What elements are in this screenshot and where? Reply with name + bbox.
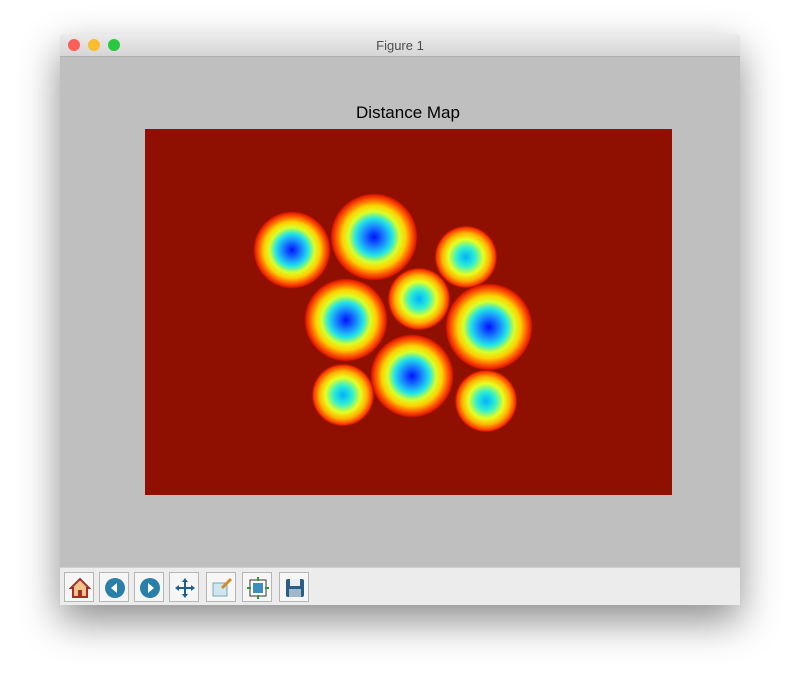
close-button[interactable] (68, 39, 80, 51)
title-bar: Figure 1 (60, 34, 740, 57)
back-button[interactable] (99, 572, 129, 602)
pan-button[interactable] (169, 572, 199, 602)
blob (454, 369, 518, 433)
blob (304, 278, 388, 362)
blob (253, 211, 331, 289)
figure-canvas: Distance Map (145, 103, 672, 495)
save-button[interactable] (279, 572, 309, 602)
zoom-rect-button[interactable] (206, 572, 236, 602)
home-button[interactable] (64, 572, 94, 602)
toolbar (60, 567, 740, 605)
window-title: Figure 1 (376, 38, 424, 53)
blob (387, 267, 451, 331)
blob (370, 334, 454, 418)
blob (445, 283, 533, 371)
blob (330, 193, 418, 281)
figure-title: Distance Map (356, 103, 460, 122)
zoom-button[interactable] (108, 39, 120, 51)
forward-button[interactable] (134, 572, 164, 602)
blob (311, 363, 375, 427)
minimize-button[interactable] (88, 39, 100, 51)
distance-image (145, 129, 672, 495)
window: Figure 1 Distance Map (60, 34, 740, 605)
blob (434, 225, 498, 289)
subplots-button[interactable] (242, 572, 272, 602)
